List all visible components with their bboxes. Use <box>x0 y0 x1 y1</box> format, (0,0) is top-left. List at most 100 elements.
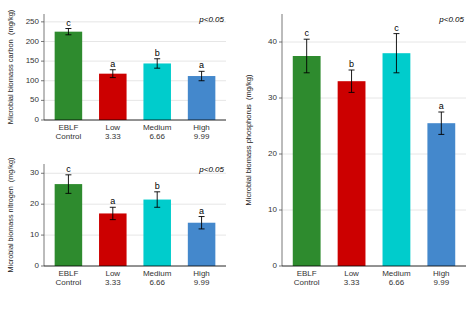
p-value: p<0.05 <box>198 165 224 174</box>
marks <box>55 175 216 266</box>
y-tick-label: 30 <box>268 93 277 102</box>
y-tick-label: 200 <box>26 37 40 46</box>
y-tick-label: 20 <box>30 199 39 208</box>
error-bar <box>65 175 71 194</box>
y-tick <box>41 120 44 121</box>
x-axis <box>282 266 466 267</box>
figure: 050100150200250cabaEBLFControlLow3.33Med… <box>0 0 474 313</box>
error-bar <box>393 34 399 73</box>
panel: 0 50 100 150 200 250 c a b a EBLFControl Low3.33 Med… <box>6 9 226 141</box>
x-tick-label: Low3.33 <box>105 269 121 287</box>
y-tick <box>41 61 44 62</box>
y-tick <box>41 235 44 236</box>
y-tick <box>279 266 282 267</box>
bar <box>55 32 83 120</box>
bar <box>383 53 411 266</box>
x-tick-label: Medium6.66 <box>143 123 172 141</box>
y-tick <box>41 21 44 22</box>
grid-line <box>282 266 466 267</box>
y-tick-label: 50 <box>30 95 39 104</box>
x-tick-label: EBLFControl <box>56 123 82 141</box>
y-axis-label: Microbial biomass phosphorus (mg/kg) <box>244 74 253 205</box>
error-bar <box>110 207 116 219</box>
bar <box>188 76 216 120</box>
x-tick-label: High9.99 <box>193 269 210 287</box>
significance-letter: b <box>155 181 160 191</box>
y-tick <box>41 266 44 267</box>
x-tick-label: Medium6.66 <box>143 269 172 287</box>
error-bar <box>349 70 355 92</box>
y-tick <box>41 80 44 81</box>
significance-letter: a <box>439 101 444 111</box>
y-axis-label: Microbial biomass carbon (mg/kg) <box>6 9 15 124</box>
y-tick-label: 250 <box>26 17 40 26</box>
y-axis <box>44 14 45 120</box>
y-tick <box>41 173 44 174</box>
bar <box>143 63 171 120</box>
significance-letter: b <box>349 59 354 69</box>
y-tick-label: 30 <box>30 168 39 177</box>
x-tick-label: Low3.33 <box>105 123 121 141</box>
significance-letter: b <box>155 48 160 58</box>
y-tick-label: 150 <box>26 56 40 65</box>
y-tick-label: 0 <box>35 115 40 124</box>
y-tick-label: 0 <box>35 261 40 270</box>
marks <box>293 34 455 266</box>
panel: 0 10 20 30 c a b a EBLFControl Low3.33 Medium6.66 H… <box>6 158 226 287</box>
y-tick <box>279 210 282 211</box>
panel: 0 10 20 30 40 c b c a EBLFControl Low3.33 Medium6.6… <box>244 14 466 287</box>
y-tick <box>279 154 282 155</box>
y-tick <box>279 42 282 43</box>
error-bar <box>154 192 160 207</box>
bar <box>55 184 83 266</box>
bar <box>338 81 366 266</box>
significance-letter: c <box>304 28 309 38</box>
significance-letter: a <box>199 206 204 216</box>
grid-line <box>282 42 466 43</box>
p-value: p<0.05 <box>198 15 224 24</box>
error-bar <box>199 71 205 80</box>
bar <box>293 56 321 266</box>
bar <box>99 74 127 120</box>
y-tick-label: 10 <box>30 230 39 239</box>
y-axis <box>282 14 283 266</box>
error-bar <box>304 39 310 73</box>
x-tick-label: High9.99 <box>193 123 210 141</box>
error-bar <box>438 112 444 134</box>
x-tick-label: EBLFControl <box>294 269 320 287</box>
p-value: p<0.05 <box>438 15 464 24</box>
grid-line <box>44 120 226 121</box>
y-tick-label: 40 <box>268 37 277 46</box>
y-tick <box>41 204 44 205</box>
significance-letter: c <box>66 164 71 174</box>
significance-letter: c <box>66 18 71 28</box>
y-axis <box>44 164 45 266</box>
grid-line <box>44 266 226 267</box>
y-tick-label: 20 <box>268 149 277 158</box>
significance-letter: a <box>110 59 115 69</box>
x-tick-label: EBLFControl <box>56 269 82 287</box>
x-axis <box>44 266 226 267</box>
y-axis-label: Microbial biomass nitrogen (mg/kg) <box>6 158 15 273</box>
x-tick-label: Low3.33 <box>344 269 360 287</box>
y-tick <box>279 98 282 99</box>
x-tick-label: Medium6.66 <box>382 269 411 287</box>
bar <box>188 223 216 266</box>
significance-letter: c <box>394 23 399 33</box>
y-tick-label: 0 <box>273 261 278 270</box>
bar <box>143 200 171 266</box>
y-tick-label: 10 <box>268 205 277 214</box>
bar <box>427 123 455 266</box>
error-bar <box>110 70 116 78</box>
x-axis <box>44 120 226 121</box>
error-bar <box>65 29 71 35</box>
bar <box>99 213 127 266</box>
y-tick-label: 100 <box>26 76 40 85</box>
error-bar <box>154 59 160 68</box>
significance-letter: a <box>199 60 204 70</box>
error-bar <box>199 217 205 229</box>
marks <box>55 29 216 120</box>
y-tick <box>41 100 44 101</box>
significance-letter: a <box>110 196 115 206</box>
x-tick-label: High9.99 <box>433 269 450 287</box>
